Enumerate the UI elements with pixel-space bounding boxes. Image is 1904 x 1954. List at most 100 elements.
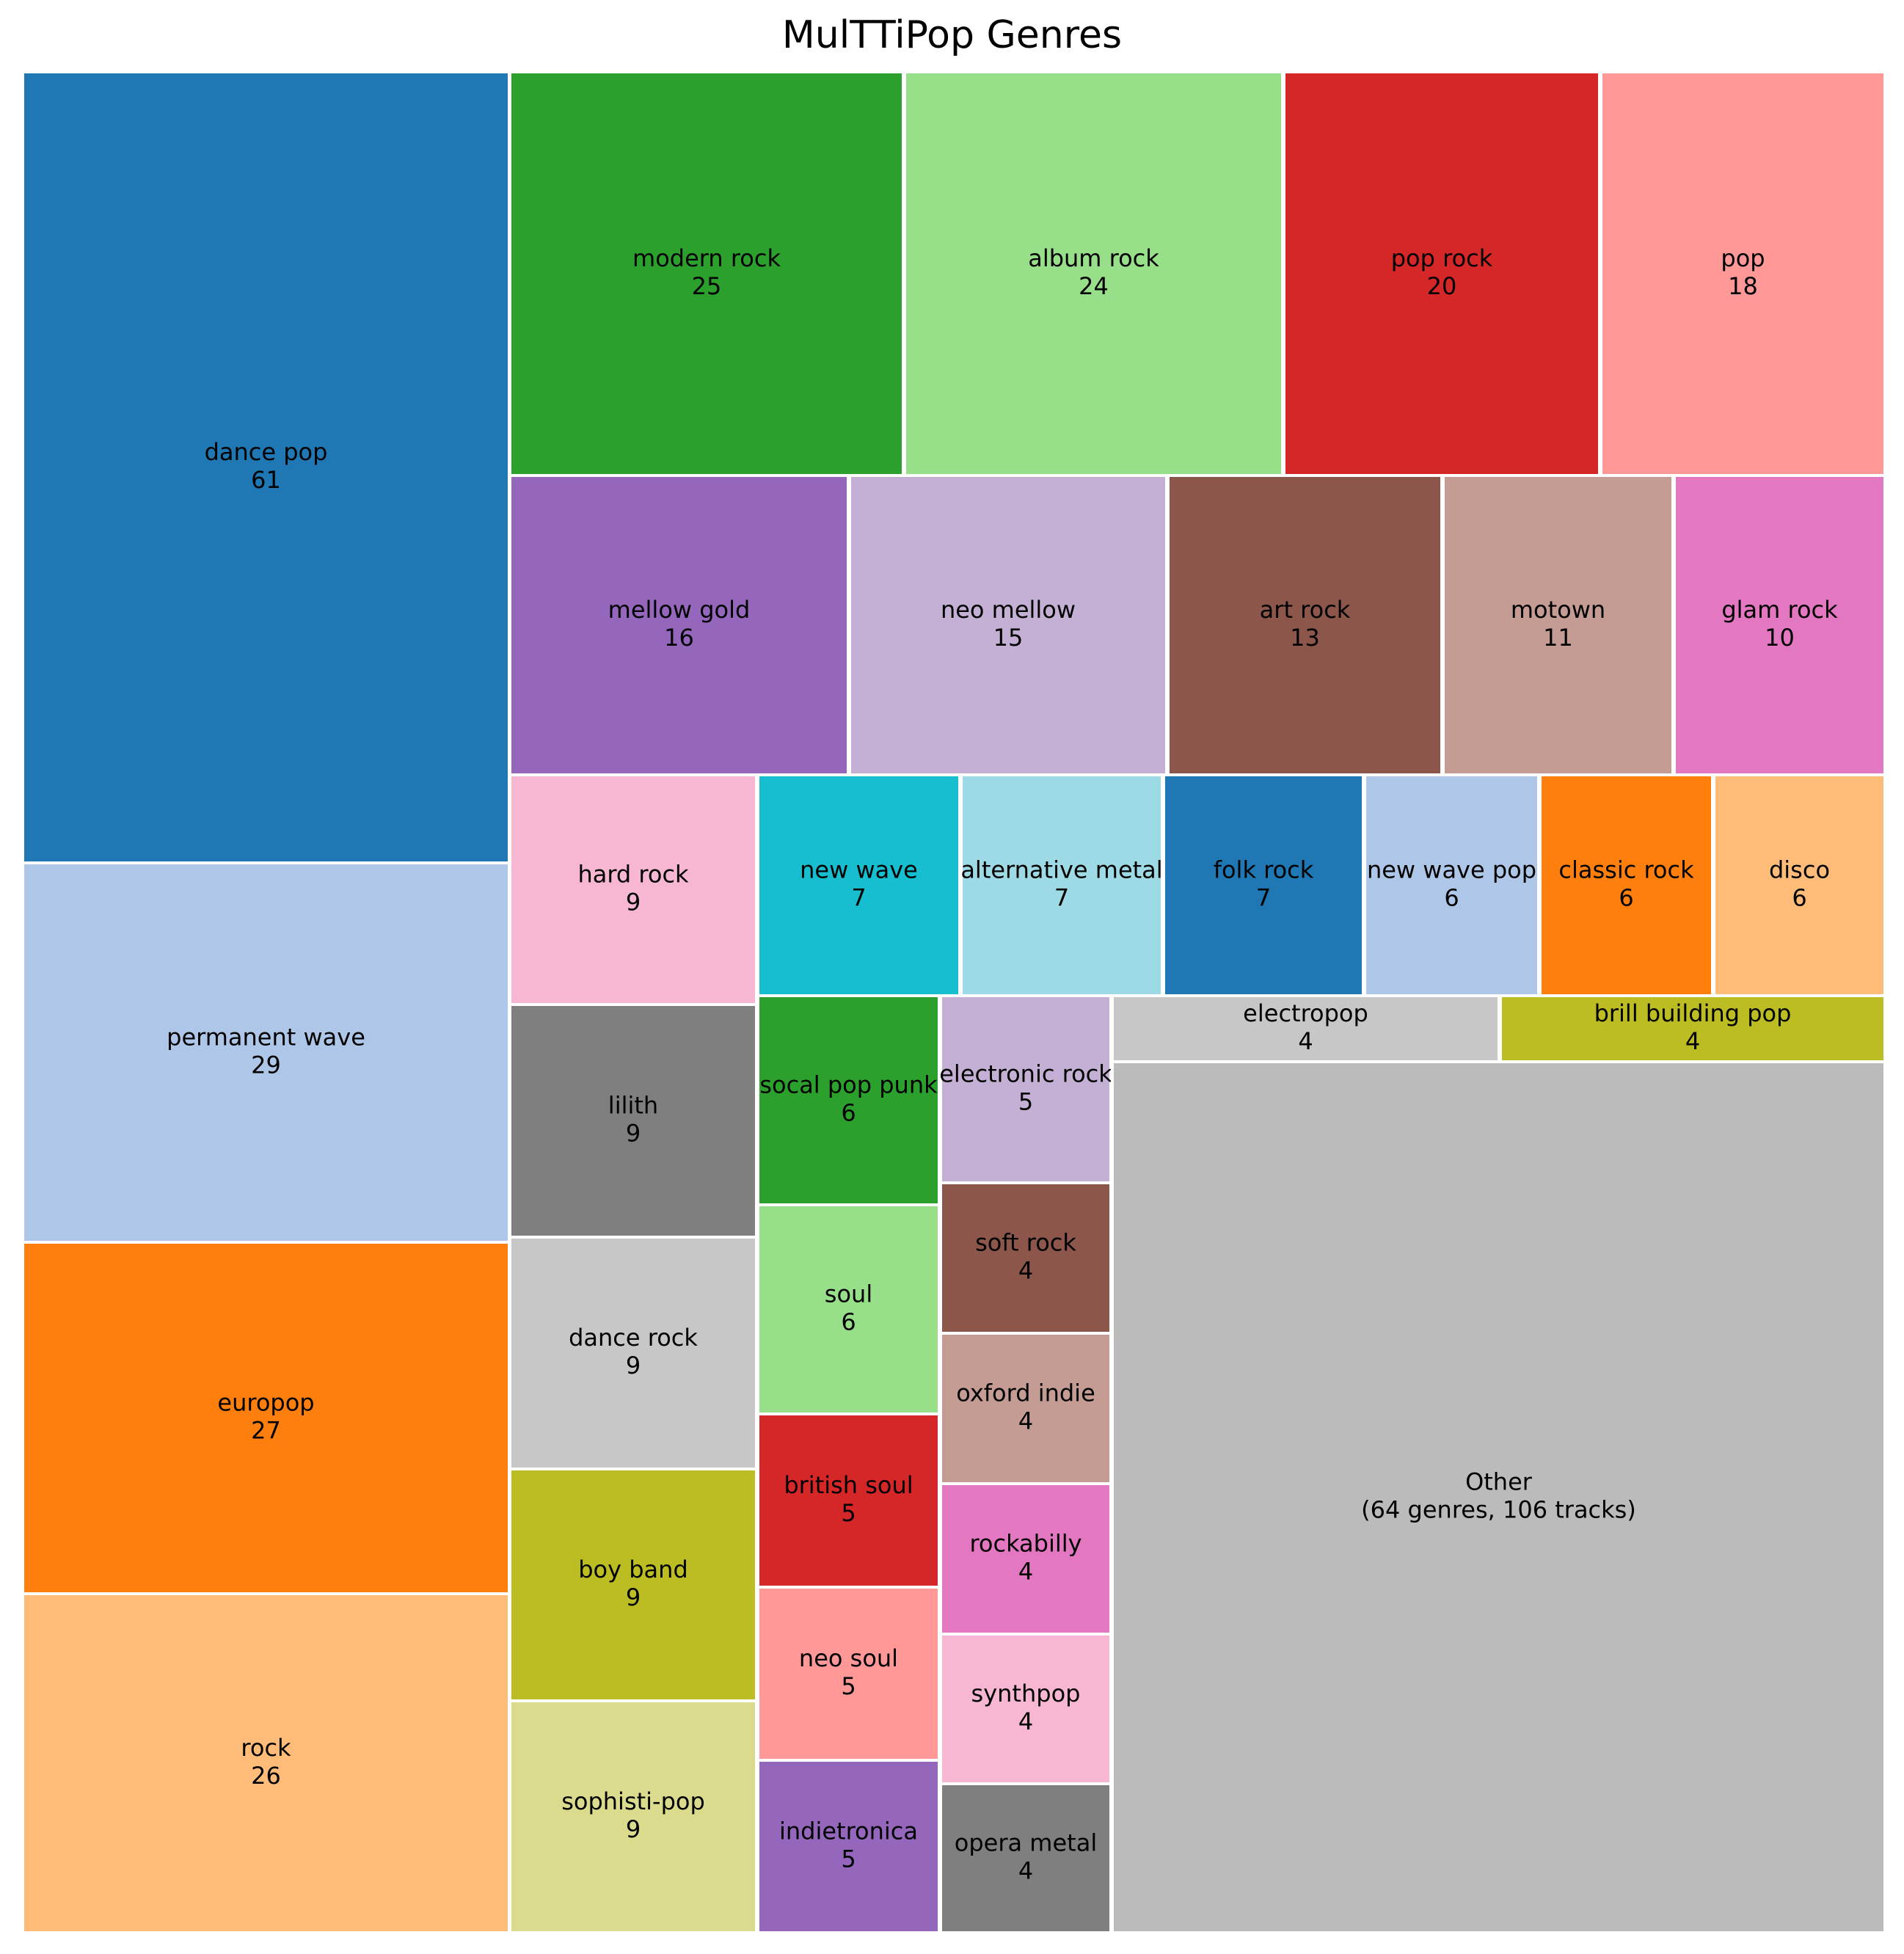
treemap-rect: [21, 1592, 511, 1934]
treemap-cell-label: neo mellow: [941, 596, 1076, 624]
treemap-cell-value: 20: [1427, 272, 1457, 300]
treemap-cell-value: 29: [251, 1051, 281, 1079]
treemap-rect: [1283, 70, 1601, 477]
treemap-rect: [1539, 773, 1714, 997]
treemap-cell-label: album rock: [1028, 244, 1159, 272]
treemap-rect: [756, 994, 941, 1206]
treemap-cell-label: modern rock: [632, 244, 781, 272]
treemap-cell-label: disco: [1769, 856, 1830, 884]
treemap-cell-value: 7: [1054, 884, 1069, 912]
chart-title: MulTTiPop Genres: [781, 13, 1123, 57]
treemap-cell-label: dance pop: [205, 438, 328, 466]
treemap-cell-value: 5: [841, 1672, 856, 1700]
treemap-cell-value: 6: [1619, 884, 1633, 912]
treemap-cell-value: 26: [251, 1762, 281, 1790]
treemap-rect: [508, 773, 758, 1006]
treemap-cell-label: socal pop punk: [759, 1071, 938, 1099]
treemap-cell-value: 5: [841, 1499, 856, 1527]
treemap-rect: [756, 1203, 941, 1415]
treemap-cell-label: motown: [1511, 596, 1605, 624]
treemap-rect: [21, 861, 511, 1244]
treemap-cell-label: mellow gold: [608, 596, 751, 624]
treemap-cell-label: rockabilly: [969, 1530, 1082, 1558]
treemap-cell-other: Other(64 genres, 106 tracks): [1111, 1060, 1886, 1934]
treemap-cell-value: 5: [1018, 1088, 1033, 1116]
treemap-cell-value: 4: [1018, 1707, 1033, 1735]
treemap-cell-label: opera metal: [955, 1829, 1097, 1857]
treemap-cell-label: rock: [241, 1734, 291, 1762]
treemap-cell-value: 4: [1018, 1407, 1033, 1435]
treemap-cell-value: 13: [1290, 624, 1320, 652]
treemap-cell-value: 25: [692, 272, 722, 300]
treemap-cell-value: (64 genres, 106 tracks): [1361, 1496, 1636, 1524]
treemap-rect: [1162, 773, 1365, 997]
treemap-cell-value: 15: [993, 624, 1024, 652]
treemap-cell-label: folk rock: [1214, 856, 1314, 884]
treemap-cell-label: electropop: [1243, 999, 1368, 1027]
treemap-rect: [1712, 773, 1886, 997]
treemap-cell-label: art rock: [1260, 596, 1351, 624]
treemap-rect: [756, 1759, 941, 1934]
treemap-cell-label: pop: [1721, 244, 1765, 272]
treemap-cell-label: lilith: [608, 1092, 658, 1120]
treemap-cell-label: synthpop: [971, 1680, 1081, 1707]
treemap-cell-label: pop rock: [1391, 244, 1493, 272]
treemap-cell-value: 16: [664, 624, 694, 652]
treemap-cell-label: dance rock: [569, 1324, 698, 1352]
treemap-rect: [21, 70, 511, 864]
treemap-cell-label: british soul: [784, 1471, 913, 1499]
treemap-rect: [1111, 1060, 1886, 1934]
treemap-cell-value: 9: [626, 1120, 641, 1148]
treemap-cell-value: 6: [1444, 884, 1459, 912]
treemap-cell-value: 4: [1018, 1558, 1033, 1586]
treemap-rect: [508, 1003, 758, 1239]
treemap-cell-value: 4: [1018, 1857, 1033, 1885]
treemap-cell-label: neo soul: [799, 1644, 898, 1672]
treemap-rect: [848, 474, 1168, 776]
treemap-rect: [1363, 773, 1540, 997]
treemap-rect: [960, 773, 1164, 997]
treemap-cell-label: indietronica: [779, 1818, 918, 1845]
treemap-cell-value: 6: [841, 1099, 856, 1127]
treemap-cell-label: brill building pop: [1594, 999, 1792, 1027]
treemap-rect: [939, 994, 1112, 1184]
treemap-rect: [508, 474, 850, 776]
treemap-cell-label: electronic rock: [939, 1060, 1112, 1088]
treemap-rect: [508, 1236, 758, 1470]
treemap-rect: [1673, 474, 1886, 776]
treemap-cell-value: 24: [1079, 272, 1109, 300]
treemap-rect: [939, 1782, 1112, 1934]
treemap-cell-label: sophisti-pop: [561, 1787, 705, 1815]
treemap-cell-value: 9: [626, 1583, 641, 1611]
treemap-cell-value: 4: [1018, 1257, 1033, 1285]
